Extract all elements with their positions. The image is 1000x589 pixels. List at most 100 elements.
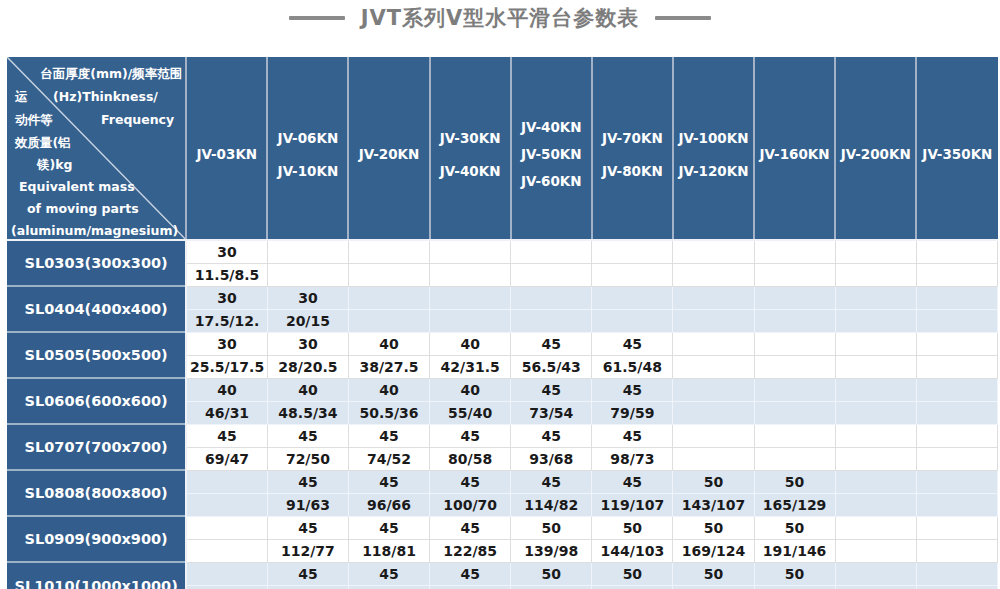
cell-thickness [348,240,429,263]
column-header-0: JV-03KN [186,57,267,240]
cell-frequency: 112/77 [267,539,348,562]
cell-frequency: 72/50 [267,447,348,470]
cell-frequency: 25.5/17.5 [186,355,267,378]
cell-thickness: 50 [754,562,835,585]
model-label: JV-80KN [602,163,663,179]
cell-thickness: 50 [673,562,754,585]
cell-frequency: 11.5/8.5 [186,263,267,286]
table-body: SL0303(300x300)3011.5/8.5SL0404(400x400)… [7,240,998,589]
cell-thickness [186,516,267,539]
model-label: JV-40KN [521,119,582,135]
cell-thickness: 45 [267,562,348,585]
title-bar: JVT系列V型水平滑台参数表 [0,2,1000,34]
row-label: SL0505(500x500) [7,332,186,378]
cell-frequency [916,447,997,470]
cell-thickness: 40 [430,378,511,401]
cell-thickness: 40 [348,332,429,355]
cell-thickness [673,240,754,263]
cell-frequency [592,309,673,332]
cell-thickness [835,286,916,309]
row-label: SL0303(300x300) [7,240,186,286]
column-header-labels: JV-30KNJV-40KN [431,130,510,179]
cell-thickness: 45 [430,516,511,539]
parameter-table-wrapper: 台面厚度(mm)/频率范围 运 (Hz)Thinkness/ 动件等 Frequ… [7,57,998,589]
column-header-labels: JV-70KN JV-80KN [593,130,672,179]
cell-frequency: 100/70 [430,493,511,516]
column-header-5: JV-70KN JV-80KN [592,57,673,240]
cell-frequency [754,401,835,424]
title-dash-right [655,16,711,20]
column-header-labels: JV-40KN JV-50KN JV-60KN [512,119,591,189]
cell-frequency: 79/59 [592,401,673,424]
cell-frequency [916,309,997,332]
cell-frequency [673,309,754,332]
cell-thickness: 45 [511,470,592,493]
cell-thickness: 50 [673,470,754,493]
cell-thickness: 45 [186,424,267,447]
cell-frequency: 73/54 [511,401,592,424]
cell-thickness: 50 [511,516,592,539]
cell-thickness [916,424,997,447]
cell-frequency [186,493,267,516]
cell-thickness: 50 [754,470,835,493]
page-title: JVT系列V型水平滑台参数表 [361,4,640,32]
cell-thickness [916,562,997,585]
cell-thickness: 40 [186,378,267,401]
cell-frequency [916,401,997,424]
model-label: JV-70KN [602,130,663,146]
model-label: JV-03KN [197,146,258,162]
cell-thickness: 50 [754,516,835,539]
cell-frequency: 165/129 [754,493,835,516]
cell-frequency: 191/146 [754,539,835,562]
cell-thickness: 40 [348,378,429,401]
cell-frequency [835,447,916,470]
cell-thickness: 45 [267,516,348,539]
corner-label: 动件等 [15,112,53,129]
corner-label: 台面厚度(mm)/频率范围 [40,66,182,83]
cell-frequency: 98/73 [592,447,673,470]
cell-thickness [511,240,592,263]
cell-thickness [835,378,916,401]
cell-frequency: 93/68 [511,447,592,470]
cell-thickness: 45 [430,470,511,493]
table-row: SL1010(1000x1000)45454550505050 [7,562,998,585]
column-header-labels: JV-350KN [917,146,997,162]
cell-thickness [511,286,592,309]
cell-frequency [916,263,997,286]
cell-frequency [186,539,267,562]
cell-thickness: 50 [592,562,673,585]
cell-thickness: 40 [430,332,511,355]
column-header-labels: JV-03KN [187,146,266,162]
cell-frequency: 69/47 [186,447,267,470]
cell-thickness [348,286,429,309]
cell-frequency: 55/40 [430,401,511,424]
model-label: JV-60KN [521,173,582,189]
column-header-labels: JV-06KNJV-10KN [268,130,347,179]
model-label: JV-50KN [521,146,582,162]
table-row: SL0303(300x300)30 [7,240,998,263]
cell-frequency: 38/27.5 [348,355,429,378]
cell-thickness: 50 [511,562,592,585]
cell-frequency: 50.5/36 [348,401,429,424]
cell-frequency [348,263,429,286]
cell-frequency [186,585,267,589]
model-label: JV-30KN [440,130,501,146]
cell-frequency: 122/85 [430,539,511,562]
row-label: SL0707(700x700) [7,424,186,470]
cell-frequency: 80/58 [430,447,511,470]
cell-thickness [916,286,997,309]
cell-frequency [592,585,673,589]
row-label: SL0404(400x400) [7,286,186,332]
cell-thickness [673,424,754,447]
corner-label: of moving parts [27,201,139,216]
cell-thickness [754,286,835,309]
cell-thickness [835,516,916,539]
cell-thickness: 45 [267,470,348,493]
cell-frequency [348,309,429,332]
column-header-9: JV-350KN [916,57,997,240]
cell-frequency [835,309,916,332]
cell-thickness [673,378,754,401]
corner-label: (Hz)Thinkness/ [53,89,158,104]
cell-frequency [754,263,835,286]
cell-thickness: 45 [348,516,429,539]
